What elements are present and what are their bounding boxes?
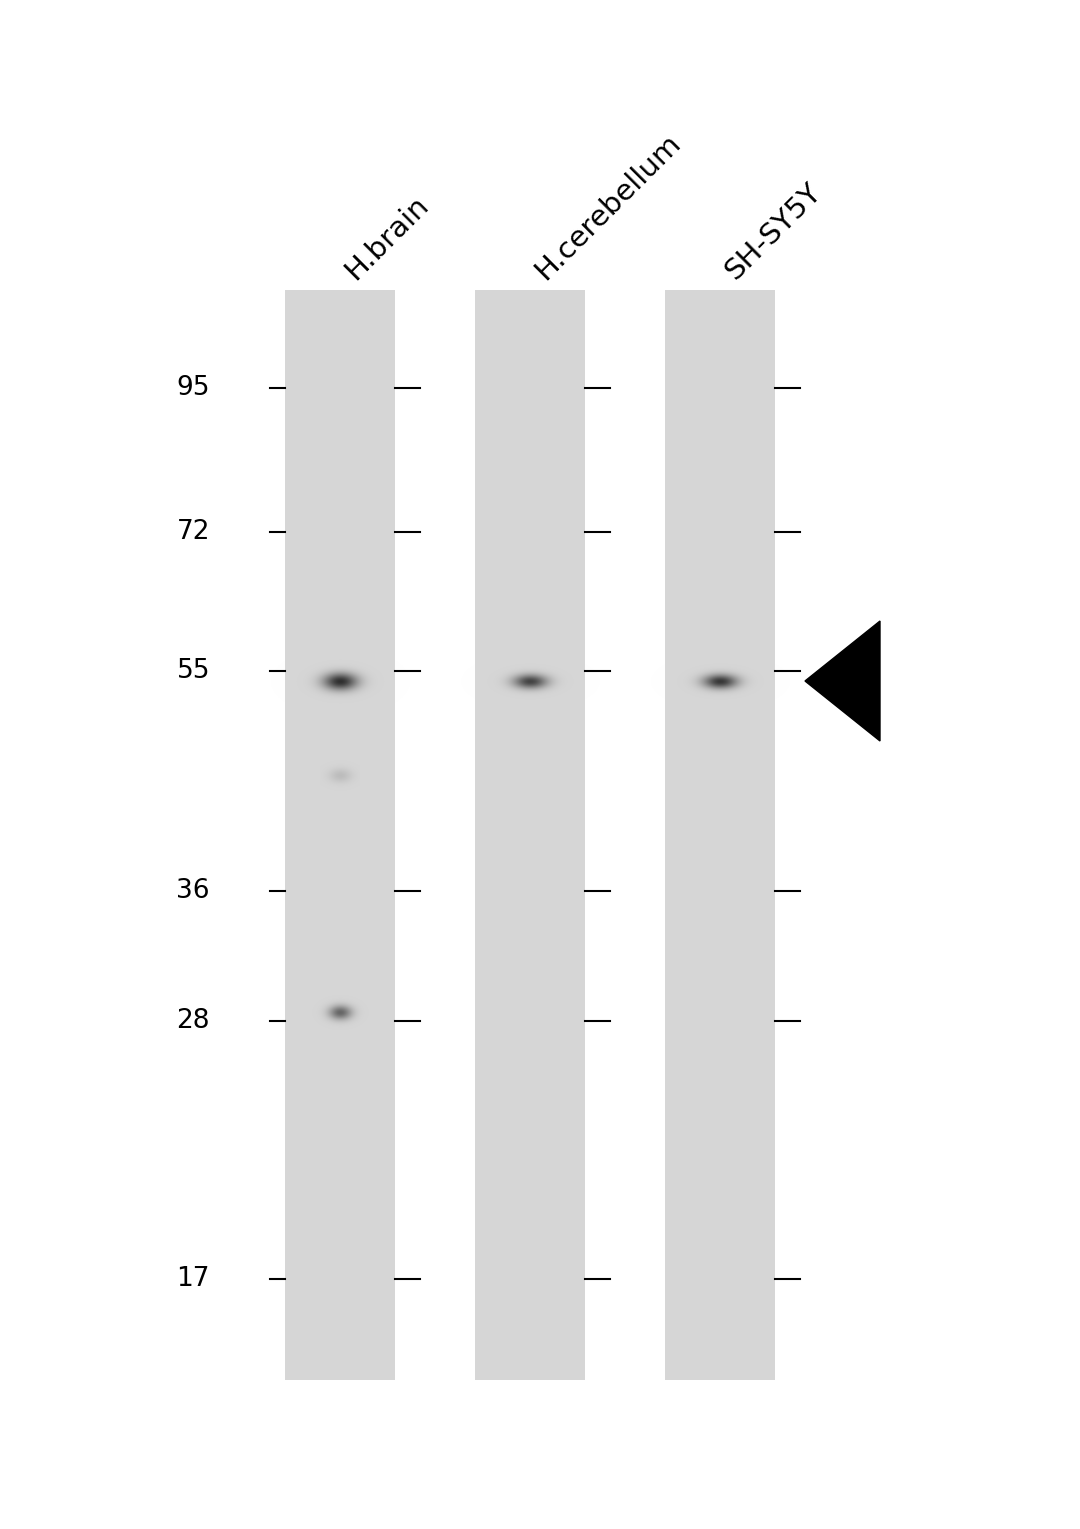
Text: H.cerebellum: H.cerebellum [530, 128, 687, 284]
Text: H.brain: H.brain [340, 191, 434, 284]
Text: 72: 72 [176, 518, 210, 544]
Text: 95: 95 [176, 375, 210, 401]
Text: 55: 55 [176, 657, 210, 683]
Text: SH-SY5Y: SH-SY5Y [720, 177, 827, 284]
Text: 28: 28 [176, 1008, 210, 1034]
Polygon shape [805, 621, 880, 742]
Text: 17: 17 [176, 1266, 210, 1292]
Text: 36: 36 [176, 878, 210, 904]
